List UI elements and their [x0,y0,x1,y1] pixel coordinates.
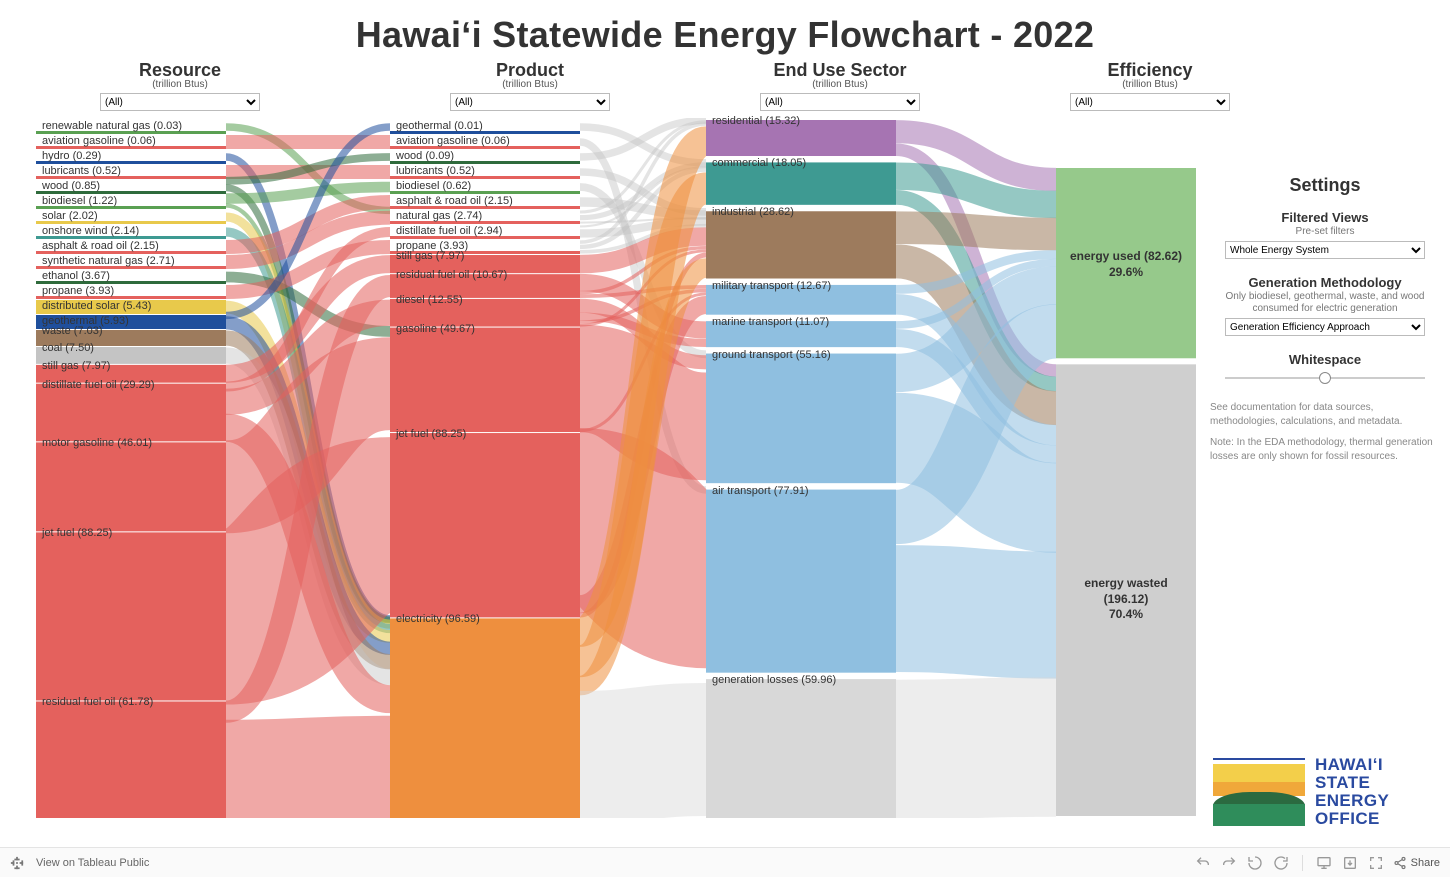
tableau-icon [10,856,24,870]
node-aviation-gasoline[interactable] [36,146,226,149]
node-onshore-wind[interactable] [36,236,226,239]
node-geothermal[interactable] [36,315,226,329]
filtered-views-label: Filtered Views [1210,210,1440,225]
redo-icon[interactable] [1220,854,1238,872]
label-energy-wasted: energy wasted (196.12)70.4% [1061,576,1191,623]
sankey-chart: renewable natural gas (0.03)aviation gas… [12,118,1202,818]
share-button[interactable]: Share [1393,856,1440,870]
generation-select[interactable]: Generation Efficiency Approach [1225,318,1425,336]
col-header-resource: Resource [80,60,280,81]
node-wood[interactable] [390,161,580,164]
node-residential[interactable] [706,120,896,156]
logo-mark [1213,758,1305,826]
node-waste[interactable] [36,330,226,346]
node-commercial[interactable] [706,162,896,204]
node-wood[interactable] [36,191,226,194]
node-distributed-solar[interactable] [36,300,226,314]
node-renewable-natural-gas[interactable] [36,131,226,134]
settings-note-2: Note: In the EDA methodology, thermal ge… [1210,436,1440,463]
col-header-end-use-sector: End Use Sector [740,60,940,81]
node-air-transport[interactable] [706,490,896,673]
node-distillate-fuel-oil[interactable] [390,236,580,239]
col-filter-1[interactable]: (All) [450,93,610,111]
filtered-views-sub: Pre-set filters [1210,226,1440,238]
col-header-product: Product [430,60,630,81]
node-asphalt-road-oil[interactable] [36,251,226,254]
node-synthetic-natural-gas[interactable] [36,266,226,269]
col-header-efficiency: Efficiency [1050,60,1250,81]
node-coal[interactable] [36,347,226,364]
fullscreen-icon[interactable] [1367,854,1385,872]
node-still-gas[interactable] [36,365,226,383]
node-diesel[interactable] [390,299,580,327]
label-energy-used: energy used (82.62)29.6% [1061,249,1191,280]
node-distillate-fuel-oil[interactable] [36,384,226,442]
node-lubricants[interactable] [390,176,580,179]
whitespace-label: Whitespace [1210,352,1440,367]
node-aviation-gasoline[interactable] [390,146,580,149]
node-jet-fuel[interactable] [390,433,580,617]
node-natural-gas[interactable] [390,221,580,224]
undo-icon[interactable] [1194,854,1212,872]
generation-label: Generation Methodology [1210,275,1440,290]
link[interactable] [896,228,1056,234]
download-icon[interactable] [1341,854,1359,872]
node-solar[interactable] [36,221,226,224]
node-residual-fuel-oil[interactable] [36,701,226,818]
filtered-views-select[interactable]: Whole Energy System [1225,241,1425,259]
link[interactable] [896,609,1056,616]
presentation-icon[interactable] [1315,854,1333,872]
node-biodiesel[interactable] [36,206,226,209]
whitespace-slider[interactable] [1225,371,1425,385]
node-residual-fuel-oil[interactable] [390,274,580,298]
node-marine-transport[interactable] [706,321,896,347]
node-electricity[interactable] [390,618,580,818]
link[interactable] [226,767,390,771]
logo-text: HAWAIʻISTATEENERGYOFFICE [1315,756,1389,827]
node-ethanol[interactable] [36,281,226,284]
hseo-logo: HAWAIʻISTATEENERGYOFFICE [1213,753,1438,831]
link[interactable] [896,747,1056,750]
node-generation-losses[interactable] [706,679,896,818]
node-jet-fuel[interactable] [36,532,226,700]
col-filter-2[interactable]: (All) [760,93,920,111]
node-geothermal[interactable] [390,131,580,134]
settings-note-1: See documentation for data sources, meth… [1210,401,1440,428]
node-motor-gasoline[interactable] [36,442,226,531]
link[interactable] [580,750,706,758]
node-industrial[interactable] [706,211,896,278]
node-asphalt-road-oil[interactable] [390,206,580,209]
node-military-transport[interactable] [706,285,896,315]
col-filter-0[interactable]: (All) [100,93,260,111]
node-still-gas[interactable] [390,255,580,273]
node-propane[interactable] [36,296,226,299]
settings-panel: Settings Filtered Views Pre-set filters … [1210,175,1440,471]
node-biodiesel[interactable] [390,191,580,194]
node-propane[interactable] [390,251,580,254]
page-title: Hawaiʻi Statewide Energy Flowchart - 202… [0,0,1450,62]
node-gasoline[interactable] [390,328,580,432]
node-ground-transport[interactable] [706,354,896,484]
tableau-toolbar: View on Tableau Public Share [0,847,1450,877]
generation-sub: Only biodiesel, geothermal, waste, and w… [1210,291,1440,315]
node-hydro[interactable] [36,161,226,164]
refresh-icon[interactable] [1272,854,1290,872]
revert-icon[interactable] [1246,854,1264,872]
node-lubricants[interactable] [36,176,226,179]
view-on-tableau-link[interactable]: View on Tableau Public [36,857,149,869]
settings-heading: Settings [1210,175,1440,196]
col-filter-3[interactable]: (All) [1070,93,1230,111]
